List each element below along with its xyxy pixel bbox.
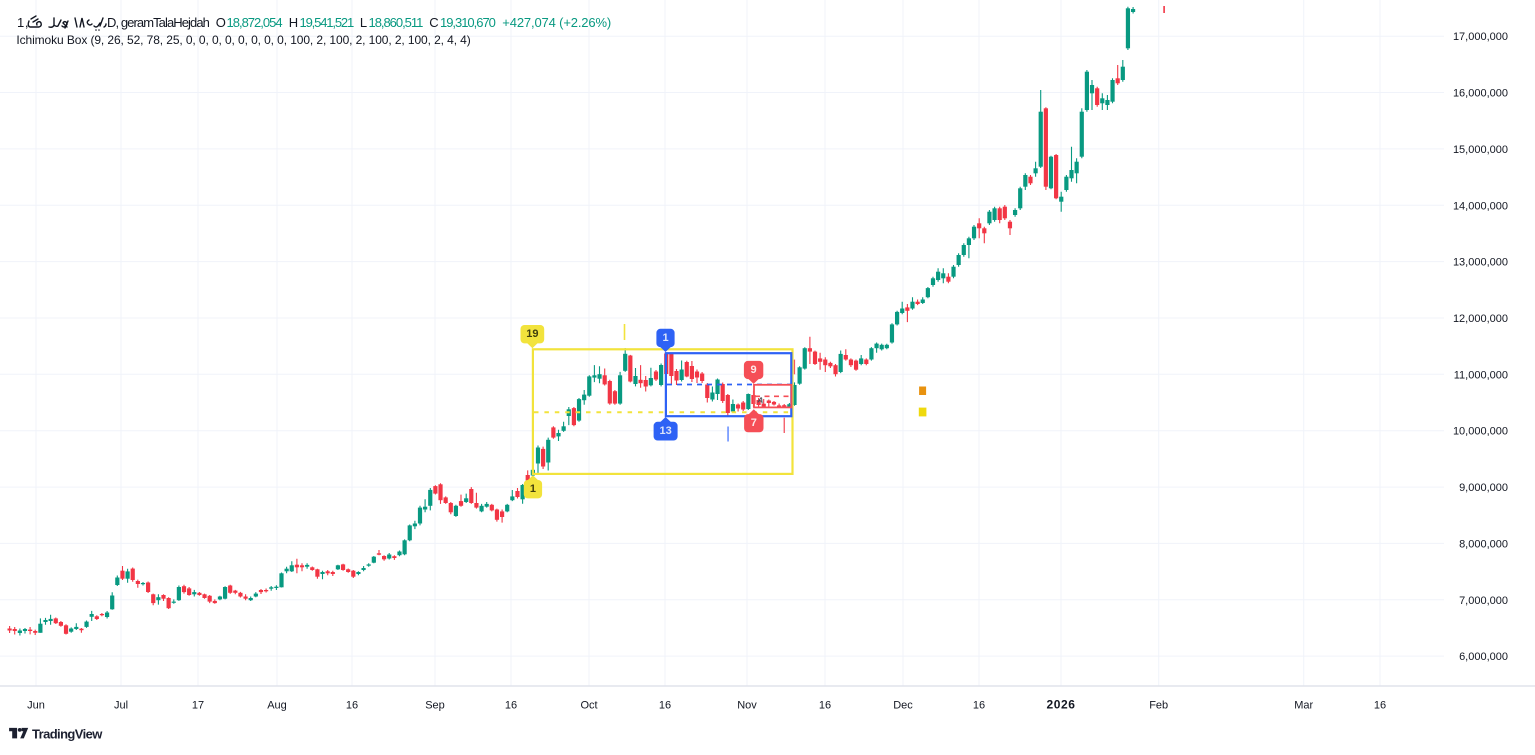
svg-text:14,000,000: 14,000,000 (1453, 200, 1508, 212)
svg-text:TradingView: TradingView (32, 727, 103, 742)
svg-text:9: 9 (751, 364, 757, 376)
svg-text:A: A (757, 395, 765, 405)
svg-text:9,000,000: 9,000,000 (1459, 482, 1508, 494)
svg-text:1 ,: 1 , (17, 15, 28, 30)
svg-text:11,000,000: 11,000,000 (1454, 369, 1508, 381)
svg-text:Jul: Jul (114, 700, 128, 712)
svg-text:16: 16 (973, 700, 985, 712)
svg-text:19,310,670: 19,310,670 (440, 15, 496, 30)
svg-text:D, geramTalaHejdah: D, geramTalaHejdah (107, 15, 210, 30)
svg-text:18,872,054: 18,872,054 (227, 15, 283, 30)
svg-text:16: 16 (505, 700, 517, 712)
svg-text:16,000,000: 16,000,000 (1453, 88, 1508, 100)
svg-text:O: O (216, 15, 226, 30)
svg-text:6,000,000: 6,000,000 (1459, 651, 1508, 663)
svg-text:16: 16 (1374, 700, 1386, 712)
svg-text:Nov: Nov (737, 700, 757, 712)
svg-text:Aug: Aug (267, 700, 287, 712)
svg-text:16: 16 (346, 700, 358, 712)
svg-text:19: 19 (526, 328, 538, 340)
svg-text:19,541,521: 19,541,521 (300, 15, 354, 30)
svg-text:1: 1 (530, 483, 536, 495)
svg-text:Ichimoku Box (9, 26, 52, 78, 2: Ichimoku Box (9, 26, 52, 78, 25, 0, 0, 0… (16, 33, 470, 47)
svg-text:Dec: Dec (893, 700, 913, 712)
svg-text:13: 13 (659, 425, 671, 437)
svg-text:16: 16 (819, 700, 831, 712)
svg-text:17: 17 (192, 700, 204, 712)
svg-text:Jun: Jun (27, 700, 45, 712)
svg-text:18,860,511: 18,860,511 (369, 15, 424, 30)
svg-text:1: 1 (662, 332, 668, 344)
svg-text:Feb: Feb (1149, 700, 1168, 712)
svg-text:7: 7 (751, 417, 757, 429)
svg-text:Oct: Oct (580, 700, 597, 712)
svg-text:H: H (289, 15, 298, 30)
svg-text:10,000,000: 10,000,000 (1453, 426, 1508, 438)
svg-text:15,000,000: 15,000,000 (1453, 144, 1508, 156)
svg-text:Mar: Mar (1294, 700, 1313, 712)
svg-text:12,000,000: 12,000,000 (1453, 313, 1508, 325)
svg-text:Sep: Sep (425, 700, 445, 712)
svg-text:16: 16 (659, 700, 671, 712)
svg-text:8,000,000: 8,000,000 (1459, 538, 1508, 550)
svg-text:L: L (360, 15, 367, 30)
svg-text:C: C (429, 15, 438, 30)
svg-text:+427,074 (+2.26%): +427,074 (+2.26%) (502, 15, 611, 30)
svg-text:7,000,000: 7,000,000 (1459, 595, 1508, 607)
svg-text:13,000,000: 13,000,000 (1453, 257, 1508, 269)
svg-text:2026: 2026 (1047, 698, 1076, 712)
svg-text:17,000,000: 17,000,000 (1453, 31, 1508, 43)
